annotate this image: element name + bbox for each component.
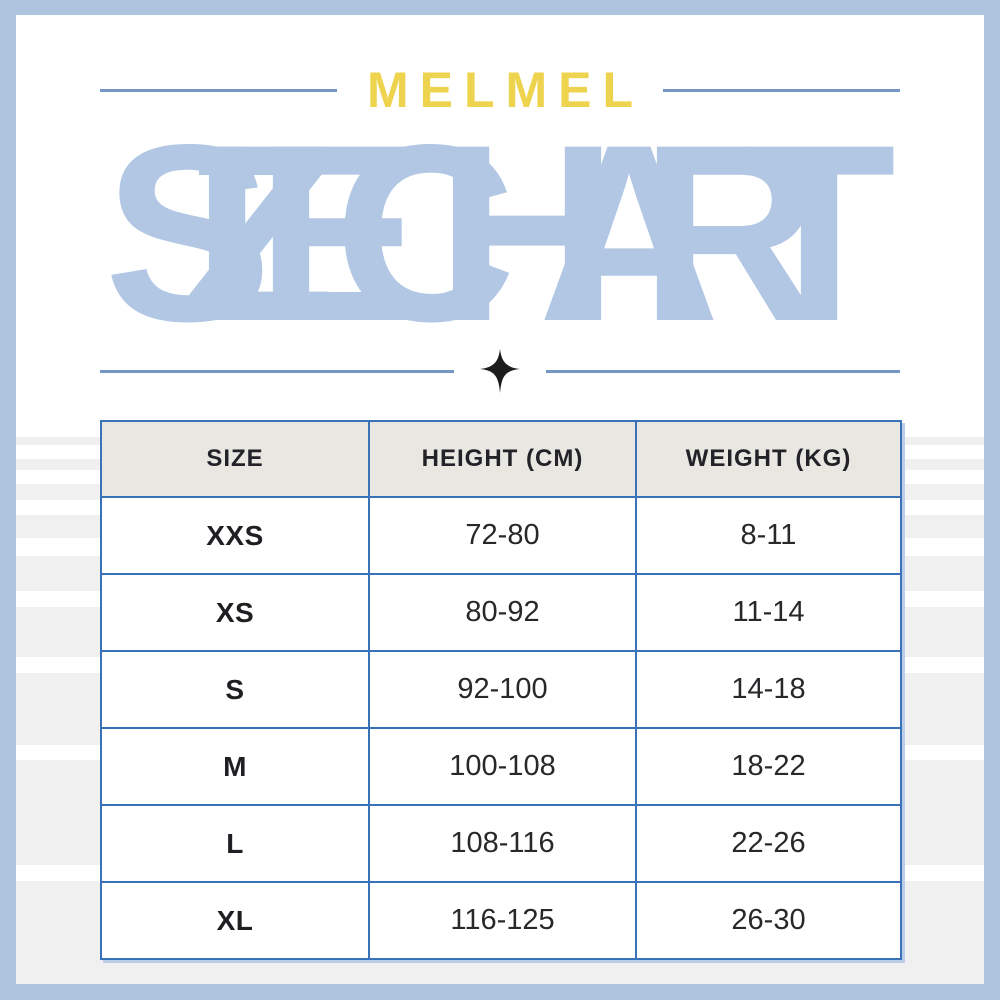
table-header-row: SIZE HEIGHT (CM) WEIGHT (KG)	[100, 420, 902, 498]
brand-divider-line-left	[100, 88, 337, 92]
size-cell: M	[100, 727, 370, 806]
page-title-text: SIZE CHART	[104, 130, 896, 330]
size-chart-table: SIZE HEIGHT (CM) WEIGHT (KG) XXS 72-80 8…	[100, 420, 902, 960]
column-header-size: SIZE	[100, 420, 370, 498]
table-row: L 108-116 22-26	[100, 804, 902, 883]
table-row: S 92-100 14-18	[100, 650, 902, 729]
brand-name: MELMEL	[366, 62, 645, 118]
table-row: M 100-108 18-22	[100, 727, 902, 806]
height-cell: 108-116	[368, 804, 637, 883]
table-row: XS 80-92 11-14	[100, 573, 902, 652]
column-header-weight: WEIGHT (KG)	[635, 420, 902, 498]
size-cell: XL	[100, 881, 370, 960]
title-divider	[100, 349, 900, 393]
title-divider-line-right	[546, 369, 900, 373]
page-title: SIZE CHART	[104, 130, 896, 330]
weight-cell: 8-11	[635, 496, 902, 575]
weight-cell: 18-22	[635, 727, 902, 806]
height-cell: 100-108	[368, 727, 637, 806]
size-cell: XXS	[100, 496, 370, 575]
height-cell: 72-80	[368, 496, 637, 575]
size-cell: S	[100, 650, 370, 729]
sparkle-icon	[480, 349, 520, 393]
table-row: XXS 72-80 8-11	[100, 496, 902, 575]
weight-cell: 22-26	[635, 804, 902, 883]
size-cell: L	[100, 804, 370, 883]
height-cell: 80-92	[368, 573, 637, 652]
column-header-height: HEIGHT (CM)	[368, 420, 637, 498]
title-divider-line-left	[100, 369, 454, 373]
brand-divider-line-right	[663, 88, 900, 92]
height-cell: 116-125	[368, 881, 637, 960]
poster-card: MELMEL SIZE CHART SIZE HEIGHT (CM) WEIGH…	[16, 15, 984, 984]
height-cell: 92-100	[368, 650, 637, 729]
weight-cell: 26-30	[635, 881, 902, 960]
brand-header: MELMEL	[100, 62, 900, 118]
table-row: XL 116-125 26-30	[100, 881, 902, 960]
weight-cell: 14-18	[635, 650, 902, 729]
weight-cell: 11-14	[635, 573, 902, 652]
size-cell: XS	[100, 573, 370, 652]
